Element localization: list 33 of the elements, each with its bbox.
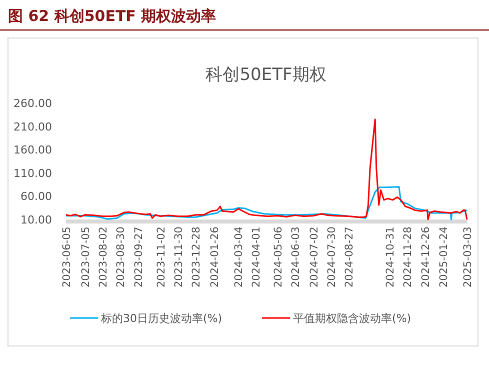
x-tick-label: 2024-06-03: [290, 226, 302, 288]
line-series: [65, 118, 468, 220]
line-series: [65, 186, 468, 220]
legend-label: 平值期权隐含波动率(%): [293, 312, 412, 325]
x-tick-label: 2023-11-02: [155, 226, 168, 288]
y-tick-label: 110.00: [14, 166, 52, 180]
x-tick-label: 2023-08-30: [115, 226, 128, 288]
x-tick-label: 2024-08-27: [344, 226, 356, 288]
x-tick-label: 2024-04-01: [250, 226, 262, 288]
legend-label: 标的30日历史波动率(%): [100, 312, 222, 325]
x-tick-label: 2024-12-26: [420, 226, 432, 288]
y-tick-label: 160.00: [14, 144, 52, 157]
chart-title: 图 62 科创50ETF 期权波动率: [8, 7, 216, 25]
y-tick-label: 10.00: [20, 214, 52, 226]
x-tick-label: 2023-09-27: [132, 226, 145, 288]
x-tick-label: 2024-07-30: [326, 226, 338, 288]
x-tick-label: 2024-10-31: [384, 226, 397, 288]
y-tick-label: 210.00: [14, 120, 52, 134]
x-tick-label: 2024-03-04: [232, 226, 245, 288]
x-tick-label: 2025-01-24: [438, 226, 450, 288]
chart-subtitle: 科创50ETF期权: [206, 65, 326, 85]
y-tick-label: 260.00: [14, 97, 52, 110]
x-tick-label: 2023-12-28: [190, 226, 203, 288]
x-tick-label: 2025-03-03: [462, 226, 474, 288]
x-tick-label: 2023-07-05: [80, 226, 92, 288]
x-tick-label: 2024-11-28: [402, 226, 414, 288]
x-tick-label: 2024-05-06: [272, 226, 285, 288]
x-tick-label: 2023-11-30: [173, 226, 186, 288]
y-tick-label: 60.00: [20, 190, 52, 204]
x-tick-label: 2023-06-05: [61, 226, 73, 288]
x-tick-label: 2023-08-02: [98, 226, 110, 288]
x-tick-label: 2024-07-02: [308, 226, 320, 288]
x-tick-label: 2024-01-26: [208, 226, 221, 288]
